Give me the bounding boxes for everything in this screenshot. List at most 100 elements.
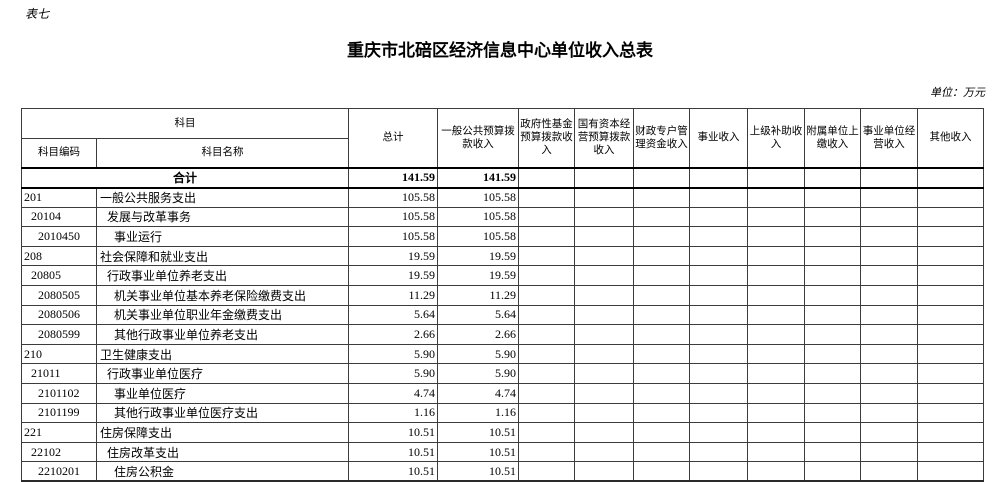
total-row: 合计 141.59 141.59 (21, 166, 984, 189)
empty-cell (574, 441, 634, 463)
empty-cell (917, 304, 984, 326)
empty-cell (574, 343, 634, 365)
table-row: 2010450 事业运行 105.58 105.58 (21, 226, 984, 247)
general-budget-cell: 1.16 (437, 402, 519, 424)
subject-name-cell: 行政事业单位医疗 (96, 363, 349, 384)
empty-cell (860, 166, 918, 189)
sheet-label: 表七 (25, 7, 50, 21)
empty-cell (747, 363, 805, 384)
general-budget-cell: 105.58 (437, 226, 519, 247)
general-budget-cell: 5.90 (437, 343, 519, 365)
table-row: 20805 行政事业单位养老支出 19.59 19.59 (21, 265, 984, 286)
empty-cell (689, 382, 748, 404)
empty-cell (689, 166, 748, 189)
empty-cell (860, 363, 918, 384)
empty-cell (860, 402, 918, 424)
empty-cell (747, 206, 805, 228)
empty-cell (633, 363, 690, 384)
empty-cell (518, 206, 575, 228)
empty-cell (689, 265, 748, 286)
subject-name-cell: 住房保障支出 (96, 422, 349, 443)
subject-code-cell: 221 (21, 422, 97, 443)
table-row: 22102 住房改革支出 10.51 10.51 (21, 441, 984, 463)
empty-cell (747, 226, 805, 247)
empty-cell (633, 226, 690, 247)
table-row: 2210201 住房公积金 10.51 10.51 (21, 461, 984, 482)
subject-code-cell: 21011 (21, 363, 97, 384)
empty-cell (747, 304, 805, 326)
general-budget-cell: 10.51 (437, 461, 519, 482)
subject-name-cell: 事业单位医疗 (96, 382, 349, 404)
total-cell: 1.16 (348, 402, 438, 424)
empty-cell (747, 265, 805, 286)
empty-cell (633, 343, 690, 365)
empty-cell (574, 422, 634, 443)
general-budget-cell: 10.51 (437, 441, 519, 463)
table-row: 208 社会保障和就业支出 19.59 19.59 (21, 245, 984, 267)
table-row: 20104 发展与改革事务 105.58 105.58 (21, 206, 984, 228)
table-body: 合计 141.59 141.59 201 一般公共服务支出 105.58 105… (21, 166, 984, 482)
empty-cell (689, 343, 748, 365)
empty-cell (917, 187, 984, 208)
empty-cell (747, 382, 805, 404)
subject-code-cell: 2080505 (21, 284, 97, 306)
empty-cell (518, 284, 575, 306)
empty-cell (633, 304, 690, 326)
table-row: 2101102 事业单位医疗 4.74 4.74 (21, 382, 984, 404)
empty-cell (518, 324, 575, 345)
subject-code-cell: 22102 (21, 441, 97, 463)
total-cell: 19.59 (348, 265, 438, 286)
header-col-gov-fund-budget: 政府性基金预算拨款收入 (518, 108, 575, 168)
empty-cell (860, 441, 918, 463)
empty-cell (804, 324, 861, 345)
empty-cell (804, 166, 861, 189)
header-col-state-capital-budget: 国有资本经营预算拨款收入 (574, 108, 634, 168)
empty-cell (860, 422, 918, 443)
empty-cell (804, 284, 861, 306)
subject-name-cell: 其他行政事业单位养老支出 (96, 324, 349, 345)
general-budget-cell: 11.29 (437, 284, 519, 306)
empty-cell (574, 166, 634, 189)
empty-cell (518, 226, 575, 247)
empty-cell (917, 206, 984, 228)
total-cell: 105.58 (348, 226, 438, 247)
general-budget-cell: 19.59 (437, 265, 519, 286)
empty-cell (633, 402, 690, 424)
empty-cell (518, 363, 575, 384)
header-col-superior-subsidy: 上级补助收入 (747, 108, 805, 168)
empty-cell (804, 206, 861, 228)
total-cell: 10.51 (348, 441, 438, 463)
subject-code-cell: 210 (21, 343, 97, 365)
empty-cell (689, 284, 748, 306)
empty-cell (860, 284, 918, 306)
empty-cell (860, 324, 918, 345)
empty-cell (804, 402, 861, 424)
empty-cell (804, 245, 861, 267)
empty-cell (633, 187, 690, 208)
empty-cell (804, 382, 861, 404)
empty-cell (574, 265, 634, 286)
subject-code-cell: 20104 (21, 206, 97, 228)
empty-cell (633, 382, 690, 404)
empty-cell (917, 402, 984, 424)
empty-cell (747, 402, 805, 424)
total-cell: 5.90 (348, 363, 438, 384)
empty-cell (860, 187, 918, 208)
empty-cell (747, 441, 805, 463)
table-row: 201 一般公共服务支出 105.58 105.58 (21, 187, 984, 208)
empty-cell (633, 324, 690, 345)
empty-cell (518, 265, 575, 286)
empty-cell (917, 441, 984, 463)
empty-cell (518, 402, 575, 424)
empty-cell (917, 363, 984, 384)
header-col-total: 总计 (348, 108, 438, 168)
subject-name-cell: 住房公积金 (96, 461, 349, 482)
general-budget-cell: 19.59 (437, 245, 519, 267)
subject-name-cell: 行政事业单位养老支出 (96, 265, 349, 286)
total-cell: 11.29 (348, 284, 438, 306)
total-cell: 10.51 (348, 422, 438, 443)
empty-cell (860, 461, 918, 482)
table-row: 221 住房保障支出 10.51 10.51 (21, 422, 984, 443)
subject-name-cell: 住房改革支出 (96, 441, 349, 463)
empty-cell (689, 402, 748, 424)
